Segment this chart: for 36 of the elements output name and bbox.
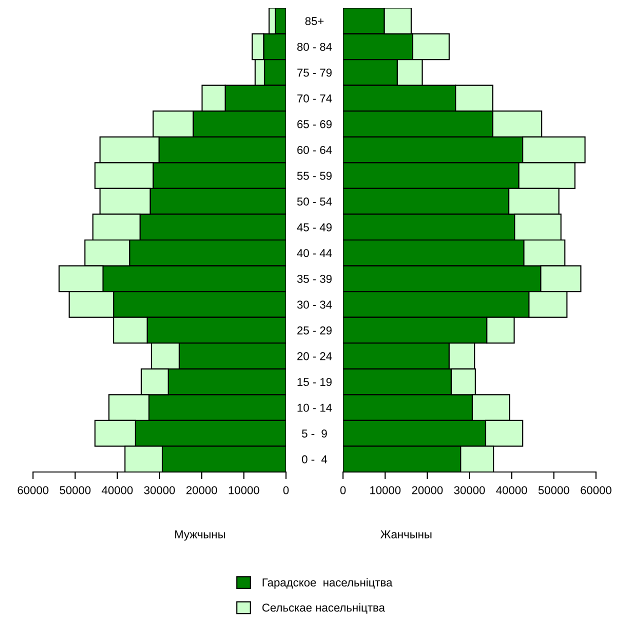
y-tick-label: 20 - 24 [297, 352, 332, 360]
x-tick-label: 10000 [228, 486, 260, 494]
y-tick-label: 80 - 84 [297, 42, 332, 51]
legend-label: Сельскае насельніцтва [262, 603, 385, 614]
y-tick-label: 5 - 9 [302, 430, 327, 438]
y-tick-label: 50 - 54 [297, 198, 332, 206]
x-tick-label: 0 [340, 486, 346, 494]
x-tick-label: 30000 [454, 486, 485, 494]
x-tick-label: 30000 [144, 486, 175, 494]
y-tick-label: 55 - 59 [297, 172, 332, 180]
x-tick-label: 40000 [496, 486, 528, 494]
x-tick-label: 40000 [102, 486, 133, 494]
legend-label: Гарадское насельніцтва [262, 578, 392, 589]
y-tick-label: 15 - 19 [298, 378, 332, 386]
y-tick-label: 60 - 64 [297, 146, 332, 154]
y-tick-label: 35 - 39 [297, 274, 332, 283]
y-tick-label: 40 - 44 [297, 249, 332, 258]
y-tick-label: 45 - 49 [297, 223, 332, 232]
y-tick-label: 85+ [305, 17, 324, 26]
x-tick-label: 60000 [580, 486, 612, 494]
x-axis-title: Мужчыны [175, 530, 225, 541]
x-tick-label: 50000 [538, 486, 570, 494]
x-tick-label: 0 [283, 486, 289, 494]
x-tick-label: 10000 [370, 486, 401, 494]
y-tick-label: 30 - 34 [297, 300, 332, 309]
y-tick-label: 10 - 14 [298, 404, 332, 412]
x-tick-label: 60000 [18, 486, 48, 494]
x-axis-title: Жанчыны [380, 530, 432, 538]
y-tick-label: 65 - 69 [297, 120, 332, 128]
y-tick-label: 25 - 29 [297, 326, 332, 334]
y-tick-label: 70 - 74 [297, 94, 332, 102]
x-tick-label: 20000 [186, 486, 218, 494]
x-tick-label: 50000 [60, 486, 91, 494]
y-tick-label: 75 - 79 [297, 68, 332, 77]
x-tick-label: 20000 [412, 486, 443, 494]
y-tick-label: 0 - 4 [302, 455, 328, 464]
